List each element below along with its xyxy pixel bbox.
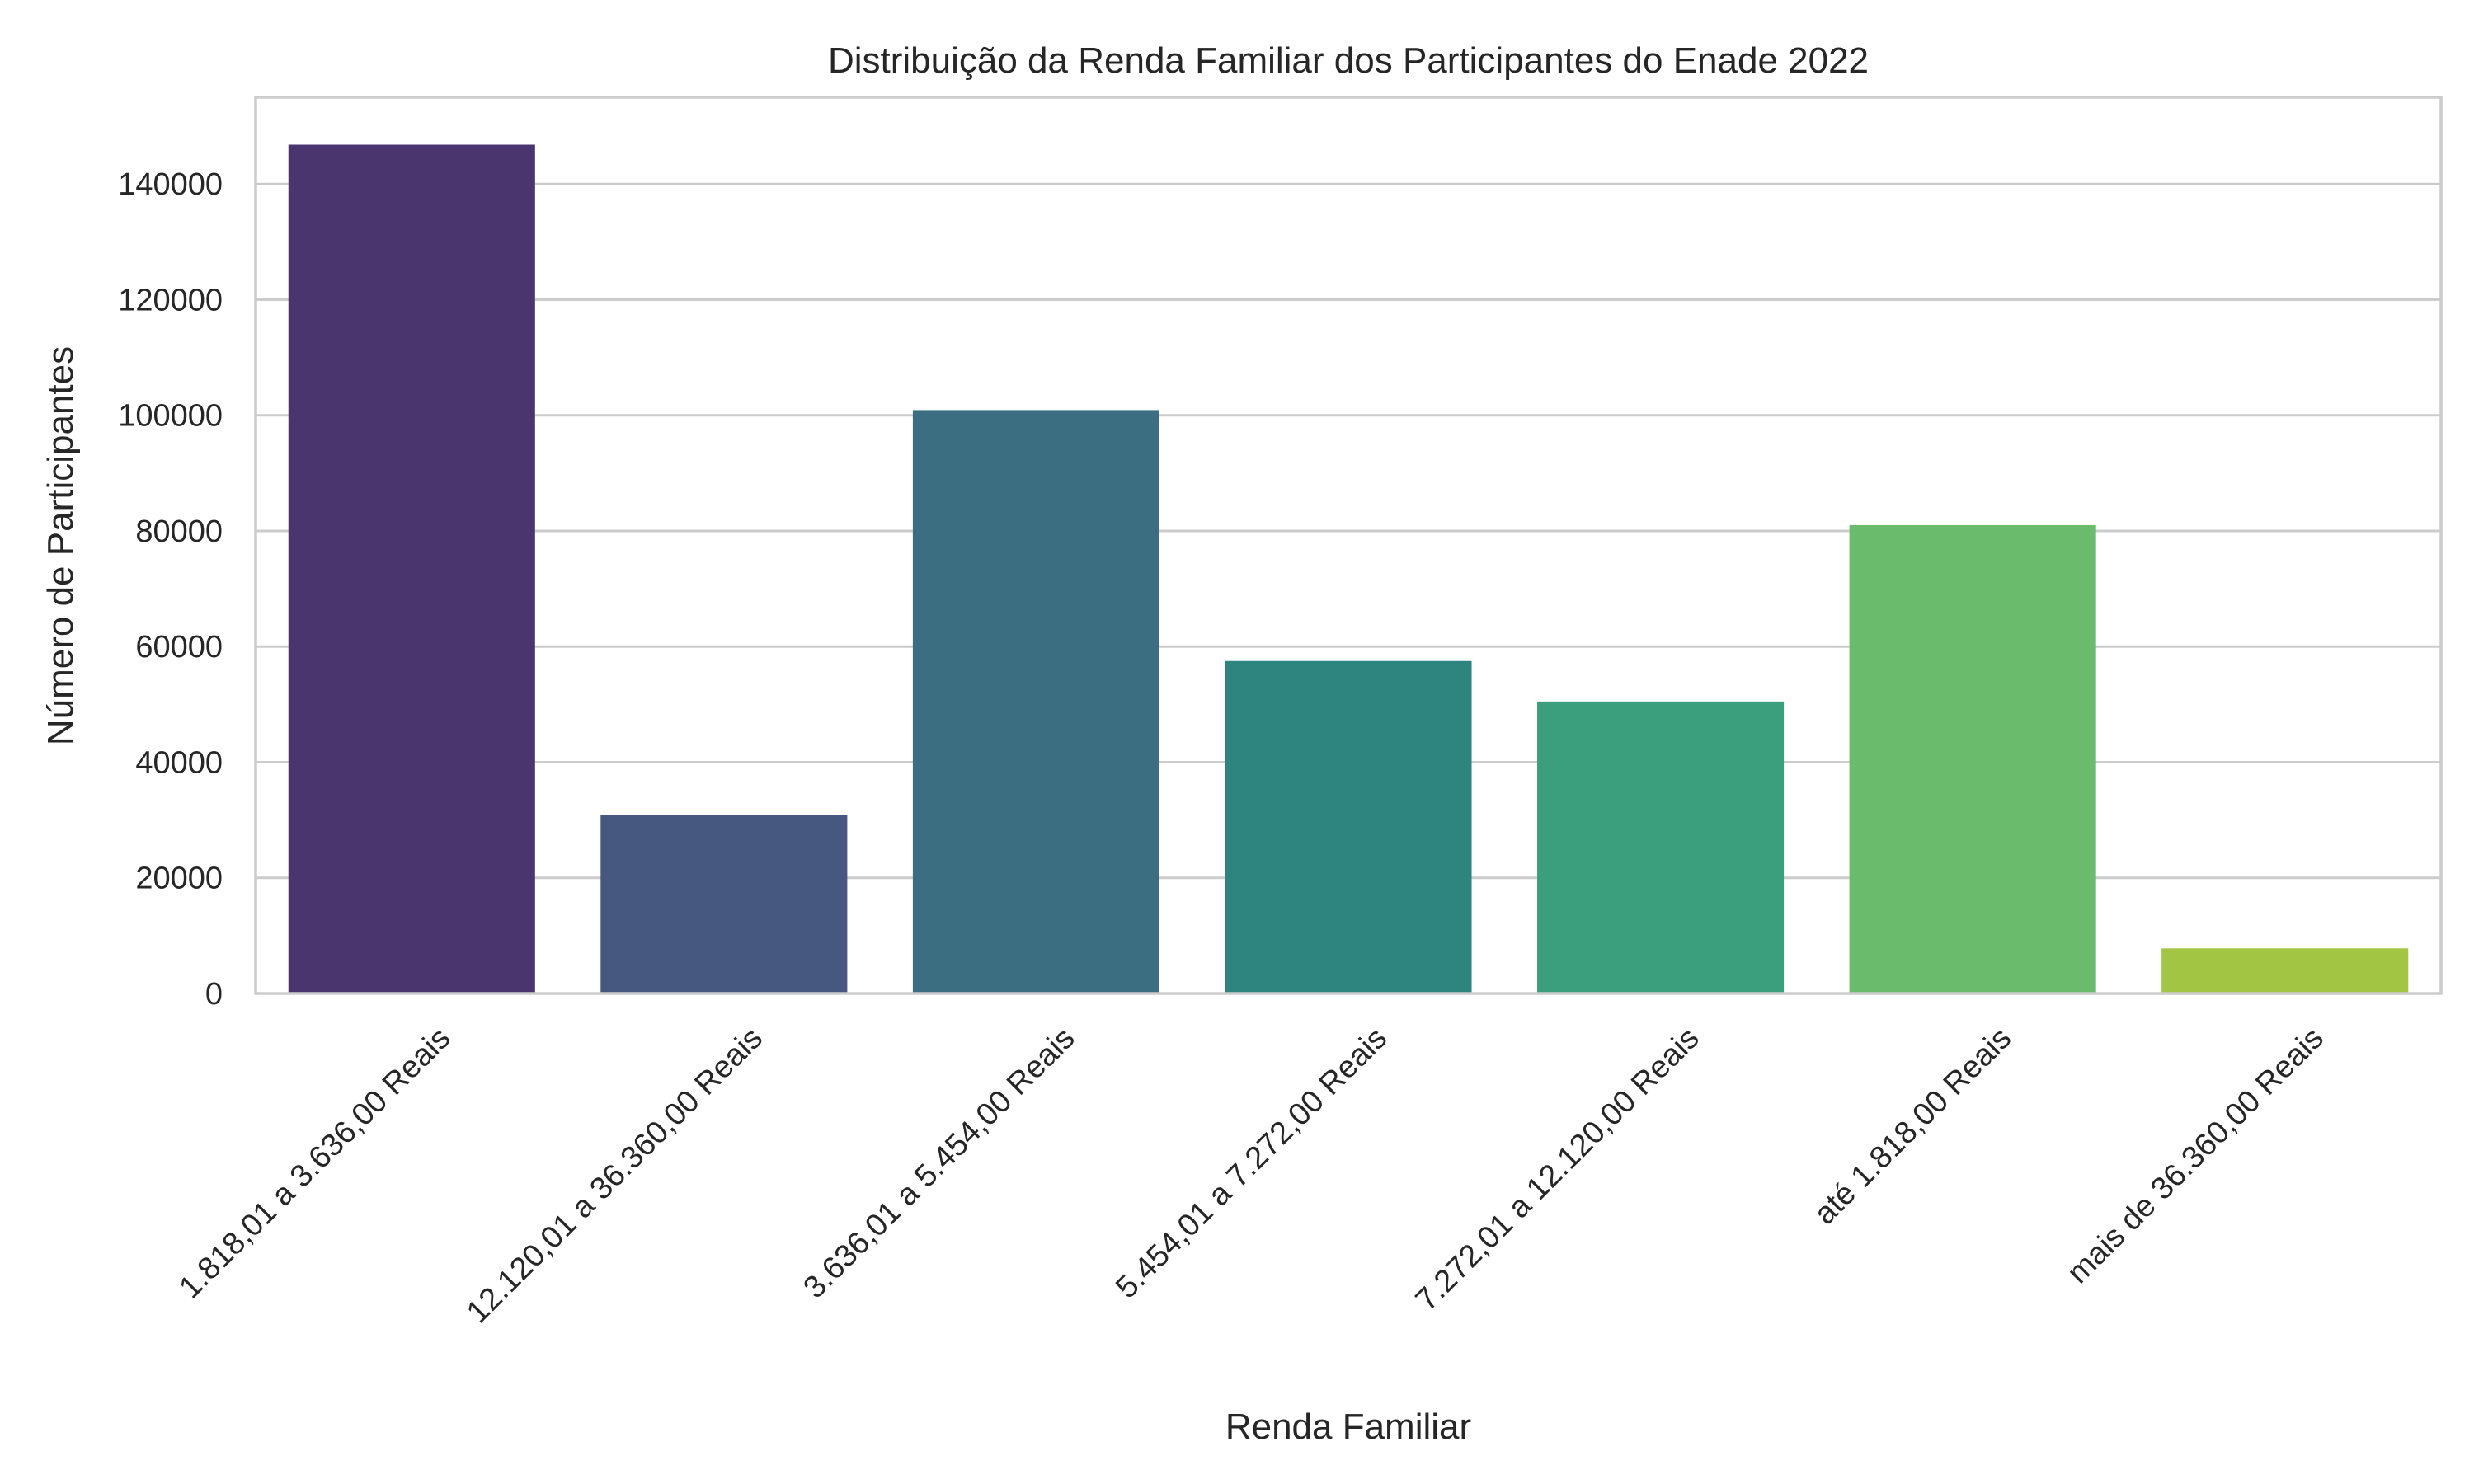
y-tick-label: 20000 xyxy=(135,862,223,896)
y-axis-ticks: 0 20000 40000 60000 80000 100000 120000 140000 xyxy=(118,167,223,1012)
bar xyxy=(2161,948,2409,993)
bars xyxy=(288,144,2409,993)
plot-frame xyxy=(254,96,2443,995)
y-tick-label: 60000 xyxy=(135,630,223,665)
y-tick-label: 40000 xyxy=(135,745,223,780)
y-tick-label: 100000 xyxy=(118,399,223,434)
y-tick-label: 80000 xyxy=(135,514,223,549)
bar xyxy=(912,410,1159,993)
x-axis-label: Renda Familiar xyxy=(1225,1407,1471,1447)
bar xyxy=(1225,660,1472,993)
y-tick-label: 140000 xyxy=(118,167,223,202)
bar xyxy=(1537,701,1785,993)
bar xyxy=(288,144,535,993)
y-tick-label: 120000 xyxy=(118,283,223,317)
bar xyxy=(600,815,848,993)
y-tick-label: 0 xyxy=(205,977,223,1012)
bar xyxy=(1849,524,2096,993)
chart-title: Distribuição da Renda Familiar dos Parti… xyxy=(828,40,1869,81)
y-axis-label: Número de Participantes xyxy=(40,346,81,745)
